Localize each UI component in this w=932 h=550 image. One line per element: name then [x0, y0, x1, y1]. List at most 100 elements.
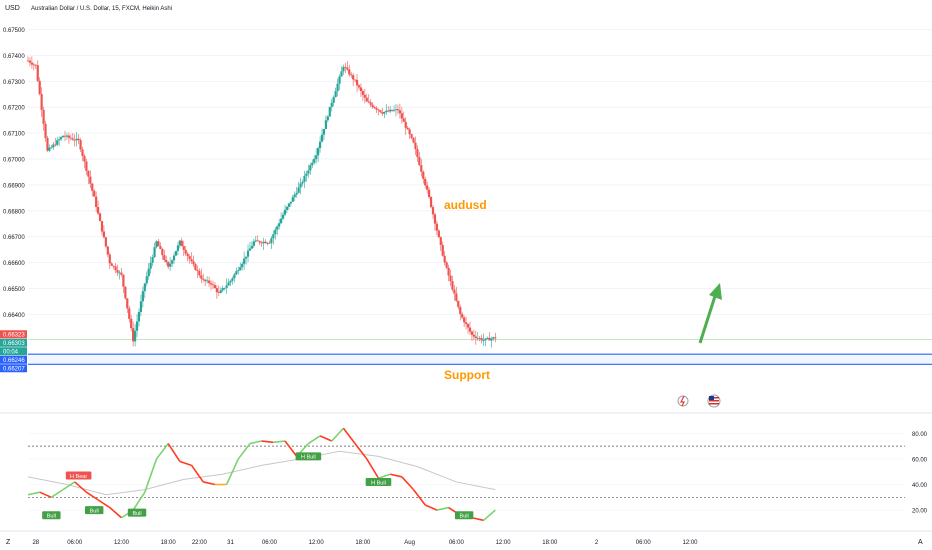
candle-body [130, 318, 133, 329]
candle-body [217, 292, 220, 293]
svg-text:A: A [918, 539, 923, 546]
bull-signal-label[interactable]: H Bull [365, 477, 392, 486]
candle-body [373, 107, 376, 109]
candle-body [213, 285, 217, 289]
price-badge [0, 330, 27, 339]
candle-body [211, 284, 215, 286]
candle-body [262, 241, 265, 244]
candle-body [311, 162, 314, 166]
support-annotation[interactable]: Support [444, 368, 490, 382]
candle-body [324, 120, 327, 130]
candle-body [106, 246, 109, 255]
candle-body [196, 269, 199, 271]
earnings-event-icon[interactable] [677, 395, 689, 407]
oscillator-axis[interactable]: 80.00 60.00 40.00 20.00 [912, 432, 928, 515]
candle-body [75, 138, 78, 141]
candle-body [350, 74, 353, 76]
bull-signal-label[interactable]: H Bull [295, 452, 322, 461]
price-tick-label: 0.67500 [3, 28, 25, 34]
auto-scale-a-icon[interactable]: A [918, 539, 923, 546]
candle-body [427, 189, 431, 198]
time-tick-label: 28 [32, 540, 39, 546]
symbol-title[interactable]: Australian Dollar / U.S. Dollar, 15, FXC… [31, 6, 172, 12]
candle-body [36, 65, 39, 81]
support-zone-fill [28, 354, 932, 365]
candle-body [200, 275, 203, 279]
price-axis[interactable]: 0.67500 0.67400 0.67300 0.67200 0.67100 0.670… [3, 28, 25, 319]
time-tick-label: 06:00 [67, 540, 83, 546]
candle-body [377, 109, 380, 111]
candle-body [122, 274, 125, 287]
candle-body [297, 187, 300, 193]
bull-signal-label[interactable]: Bull [85, 506, 104, 514]
candle-body [398, 110, 401, 114]
candle-body [176, 245, 180, 251]
candle-body [250, 245, 254, 249]
price-grid [28, 29, 932, 315]
candle-body [174, 250, 178, 256]
price-tick-label: 0.66900 [3, 183, 25, 189]
price-badge-label: 00:04 [3, 350, 19, 356]
candle-body [135, 321, 139, 331]
time-tick-label: 12:00 [114, 540, 130, 546]
candle-body [429, 197, 433, 208]
osc-main-segment [167, 443, 181, 462]
candle-body [139, 301, 143, 313]
candle-body [363, 94, 366, 98]
watermark-annotation[interactable]: audusd [444, 198, 487, 212]
time-tick-label: 06:00 [449, 540, 465, 546]
signal-text: H Bull [301, 455, 316, 461]
candle-body [243, 258, 246, 264]
candle-body [291, 197, 294, 202]
osc-main-segment [319, 435, 333, 442]
osc-main-segment [389, 473, 403, 478]
candle-body [159, 246, 162, 250]
osc-main-segment [331, 427, 345, 442]
candle-body [336, 83, 339, 92]
candle-body [435, 223, 438, 231]
signal-text: Bull [47, 514, 56, 520]
candle-body [371, 104, 374, 108]
osc-main-segment [85, 491, 99, 501]
candle-body [54, 144, 57, 146]
candle-body [133, 330, 137, 342]
candle-body [270, 238, 273, 244]
candle-body [79, 140, 82, 150]
candle-body [404, 121, 407, 128]
candle-body [65, 135, 69, 137]
candle-body [276, 226, 279, 230]
candle-body [258, 241, 261, 243]
osc-main-segment [237, 443, 251, 460]
candle-body [219, 290, 222, 293]
bear-signal-label[interactable]: H Bear [65, 471, 92, 480]
candle-body [239, 267, 242, 271]
candle-body [221, 288, 224, 291]
candle-body [433, 214, 437, 224]
us-flag-event-icon[interactable] [707, 394, 721, 408]
candle-body [61, 135, 65, 138]
timezone-z-icon[interactable]: Z [6, 539, 11, 546]
candle-body [151, 257, 154, 263]
price-badge-label: 0.66303 [3, 341, 25, 347]
candle-body [359, 87, 363, 92]
candle-body [464, 322, 468, 325]
candle-body [161, 249, 164, 256]
candle-body [274, 229, 277, 235]
candle-body [229, 280, 232, 283]
candle-body [165, 259, 168, 263]
bull-signal-label[interactable]: Bull [42, 511, 61, 520]
bull-signal-label[interactable]: Bull [454, 511, 474, 520]
candle-body [207, 280, 211, 284]
candle-body [332, 97, 335, 103]
candle-body [480, 338, 483, 341]
candle-body [110, 263, 113, 266]
bull-signal-label[interactable]: Bull [127, 508, 147, 517]
candle-body [437, 230, 440, 238]
time-axis[interactable]: 28 06:00 12:00 18:00 22:00 31 06:00 12:00 18:00 A… [32, 540, 698, 546]
candle-body [318, 141, 322, 149]
candle-body [280, 218, 283, 224]
bullish-arrow-icon[interactable] [698, 283, 722, 344]
osc-main-segment [412, 489, 426, 506]
